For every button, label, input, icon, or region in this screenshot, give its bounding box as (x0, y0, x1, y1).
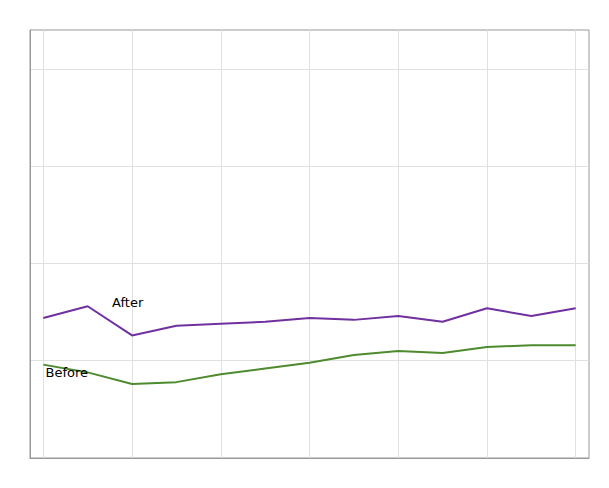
svg-text:After: After (112, 295, 144, 310)
svg-text:Before: Before (46, 365, 89, 380)
